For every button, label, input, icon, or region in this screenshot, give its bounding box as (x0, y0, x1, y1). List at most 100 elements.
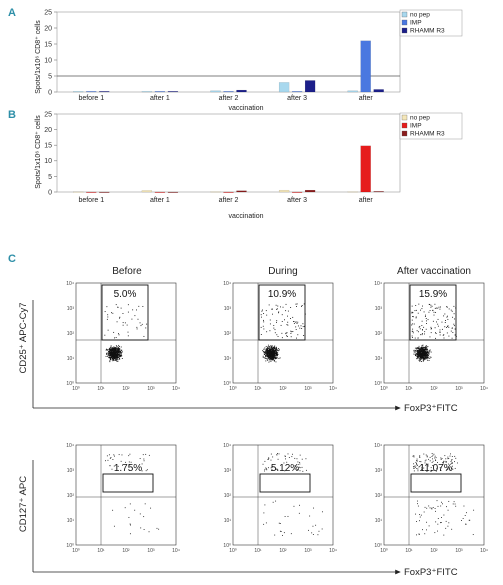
event-dot (427, 346, 429, 348)
event-dot (267, 458, 269, 460)
event-dot (106, 455, 108, 457)
event-dot (427, 356, 429, 358)
event-dot (120, 352, 122, 354)
bar (141, 91, 153, 93)
x-category-label: after (359, 197, 374, 204)
event-dot (429, 460, 431, 462)
event-dot (267, 350, 269, 352)
event-dot (448, 326, 450, 328)
event-dot (420, 355, 422, 357)
event-dot (416, 347, 418, 349)
event-dot (114, 347, 116, 349)
event-dot (110, 357, 112, 358)
event-dot (421, 354, 423, 356)
event-dot (275, 361, 277, 363)
flow-y-tick: 10⁴ (66, 281, 74, 287)
event-dot (271, 349, 273, 351)
event-dot (413, 468, 415, 469)
event-dot (447, 509, 449, 511)
event-dot (116, 354, 118, 356)
event-dot (453, 323, 455, 325)
event-dot (437, 325, 439, 327)
event-dot (435, 521, 437, 523)
legend-swatch (401, 11, 408, 18)
event-dot (440, 522, 441, 524)
event-dot (431, 462, 433, 463)
event-dot (270, 355, 272, 357)
gate-percentage: 11.07% (419, 463, 452, 474)
event-dot (439, 329, 441, 331)
event-dot (424, 506, 426, 508)
event-dot (426, 352, 428, 354)
event-dot (108, 347, 110, 349)
event-dot (421, 349, 423, 351)
event-dot (271, 348, 273, 350)
event-dot (299, 327, 301, 329)
event-dot (427, 357, 429, 359)
event-dot (274, 356, 276, 358)
event-dot (276, 347, 277, 349)
event-dot (421, 325, 423, 326)
event-dot (109, 353, 111, 354)
event-dot (271, 357, 273, 358)
event-dot (118, 354, 120, 355)
event-dot (115, 351, 117, 353)
event-dot (430, 304, 432, 306)
event-dot (272, 354, 274, 356)
bar (223, 91, 234, 93)
event-dot (144, 503, 146, 505)
event-dot (428, 303, 430, 305)
event-dot (116, 356, 118, 358)
event-dot (312, 525, 314, 527)
event-dot (429, 356, 431, 358)
event-dot (275, 346, 277, 348)
event-dot (437, 307, 439, 309)
event-dot (121, 352, 123, 354)
event-dot (108, 350, 110, 352)
event-dot (420, 350, 422, 351)
event-dot (131, 318, 133, 320)
event-dot (411, 337, 413, 338)
event-dot (268, 346, 270, 347)
event-dot (129, 503, 131, 505)
event-dot (424, 316, 426, 317)
event-dot (271, 351, 273, 353)
event-dot (425, 328, 427, 330)
event-dot (263, 328, 265, 330)
event-dot (422, 529, 423, 531)
y-ticks-a: 0 5 10 15 20 25 (44, 9, 401, 96)
event-dot (148, 531, 150, 533)
event-dot (275, 352, 277, 354)
event-dot (426, 463, 428, 465)
event-dot (420, 357, 422, 359)
event-dot (421, 350, 423, 352)
event-dot (118, 352, 120, 354)
event-dot (110, 355, 112, 357)
event-dot (274, 351, 276, 353)
event-dot (273, 355, 275, 357)
event-dot (110, 358, 112, 360)
event-dot (107, 353, 109, 355)
event-dot (114, 337, 115, 339)
event-dot (443, 337, 445, 339)
event-dot (272, 358, 273, 360)
event-dot (146, 323, 148, 325)
event-dot (113, 350, 115, 352)
event-dot (421, 345, 423, 347)
event-dot (105, 355, 107, 357)
flow-y-tick: 10⁴ (374, 281, 382, 287)
event-dot (451, 462, 453, 464)
flow-y-tick: 10² (375, 331, 383, 337)
event-dot (111, 468, 113, 470)
event-dot (140, 527, 142, 529)
event-dot (414, 337, 416, 339)
event-dot (435, 457, 437, 459)
event-dot (284, 470, 286, 472)
event-dot (421, 334, 423, 336)
event-dot (425, 347, 427, 348)
event-dot (429, 358, 431, 359)
event-dot (114, 348, 116, 350)
event-dot (421, 361, 423, 362)
bar (304, 80, 316, 93)
